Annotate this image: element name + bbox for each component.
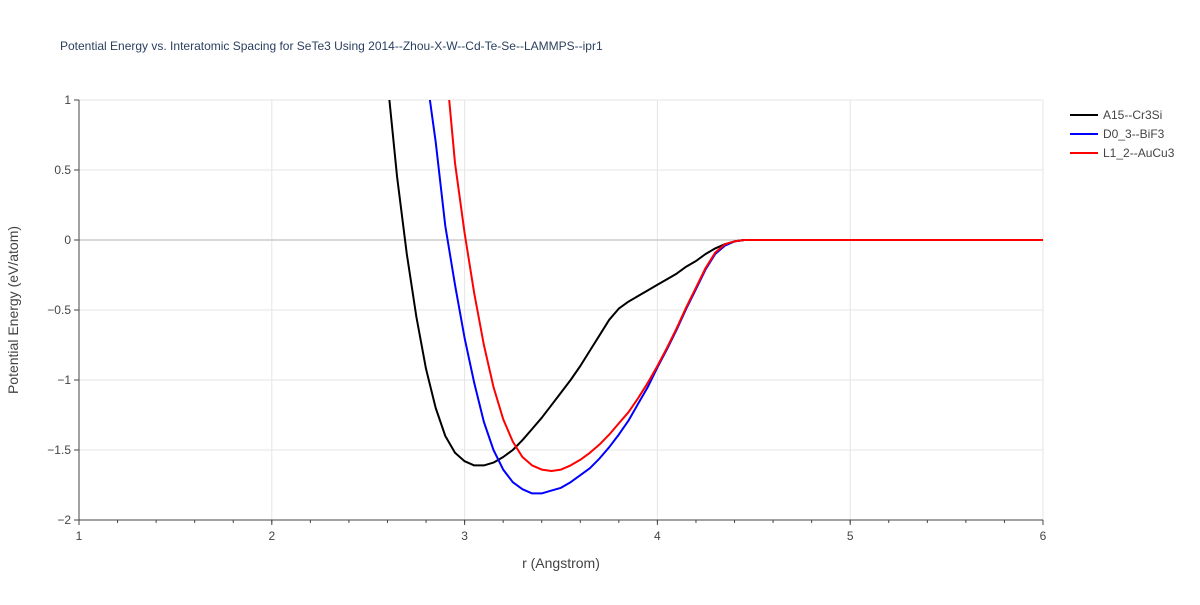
- chart-title: Potential Energy vs. Interatomic Spacing…: [60, 39, 603, 53]
- legend-label: L1_2--AuCu3: [1103, 146, 1175, 160]
- y-tick-label: 1: [64, 93, 71, 107]
- y-axis-title: Potential Energy (eV/atom): [5, 226, 21, 394]
- x-tick-label: 6: [1040, 529, 1047, 543]
- legend-label: D0_3--BiF3: [1103, 127, 1165, 141]
- grid: [79, 99, 1044, 520]
- x-tick-label: 1: [76, 529, 83, 543]
- y-tick-label: −0.5: [47, 303, 71, 317]
- y-tick-label: −1: [57, 373, 71, 387]
- series-line-a15-cr3si: [388, 100, 1043, 467]
- axes: 1 2 3 4 5 6 1 0.5 0 −0.5 −1 −1.5 −2: [47, 93, 1046, 543]
- y-tick-label: 0.5: [54, 163, 71, 177]
- x-tick-label: 4: [654, 529, 661, 543]
- x-tick-label: 2: [268, 529, 275, 543]
- series-line-l1-2-aucu3: [448, 100, 1043, 472]
- legend[interactable]: A15--Cr3Si D0_3--BiF3 L1_2--AuCu3: [1070, 108, 1175, 160]
- x-tick-label: 3: [461, 529, 468, 543]
- y-tick-label: 0: [64, 233, 71, 247]
- legend-label: A15--Cr3Si: [1103, 108, 1162, 122]
- series-lines: [388, 100, 1043, 495]
- y-tick-label: −2: [57, 513, 71, 527]
- y-tick-label: −1.5: [47, 443, 71, 457]
- x-axis-title: r (Angstrom): [522, 555, 600, 571]
- series-line-d0-3-bif3: [428, 100, 1043, 495]
- x-tick-label: 5: [847, 529, 854, 543]
